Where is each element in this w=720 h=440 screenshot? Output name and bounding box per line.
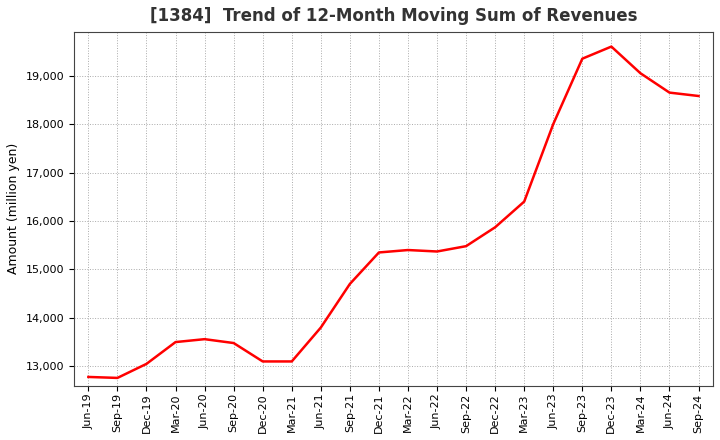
Title: [1384]  Trend of 12-Month Moving Sum of Revenues: [1384] Trend of 12-Month Moving Sum of R…: [150, 7, 637, 25]
Y-axis label: Amount (million yen): Amount (million yen): [7, 143, 20, 275]
